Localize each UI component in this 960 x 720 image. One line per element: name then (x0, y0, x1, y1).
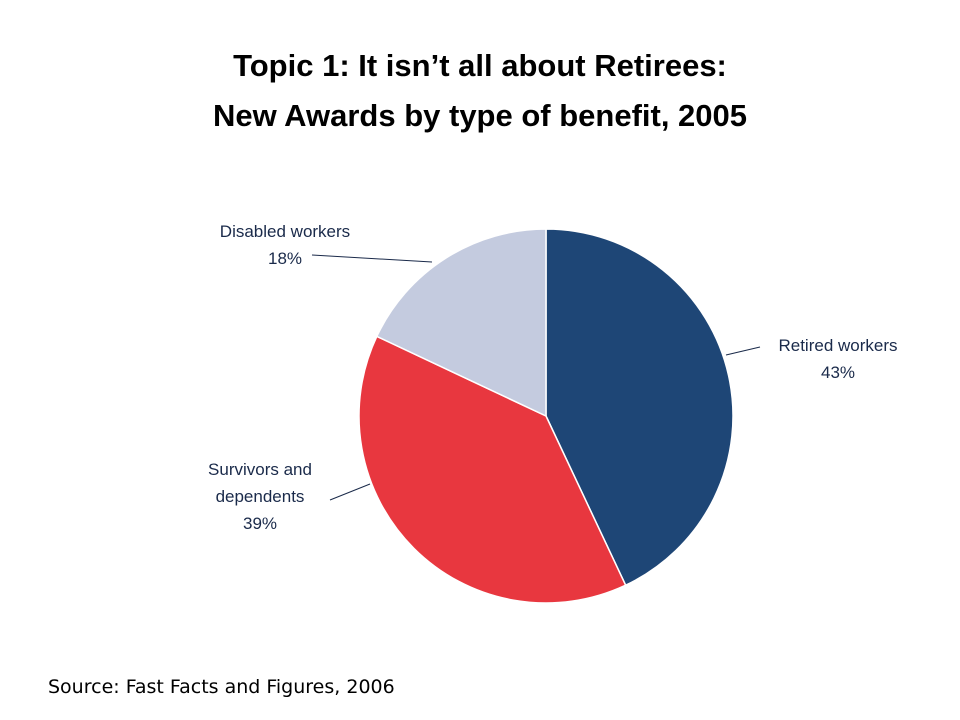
value-label: 39% (242, 514, 278, 533)
value-label: 18% (267, 249, 303, 268)
pie-slice (358, 335, 627, 604)
pie-slice (545, 228, 734, 587)
leader-line (329, 483, 371, 501)
title-line: New Awards by type of benefit, 2005 (212, 98, 748, 133)
slice-label: Disabled workers (219, 222, 351, 241)
leader-line (311, 254, 433, 263)
pie-slice (375, 228, 547, 418)
source-note: Source: Fast Facts and Figures, 2006 (48, 676, 395, 698)
leader-line (725, 346, 761, 356)
title-line: Topic 1: It isn’t all about Retirees: (233, 48, 727, 83)
slice-label: Retired workers (778, 336, 898, 355)
slice-label: Survivors and dependents (208, 460, 312, 506)
value-label: 43% (820, 363, 856, 382)
